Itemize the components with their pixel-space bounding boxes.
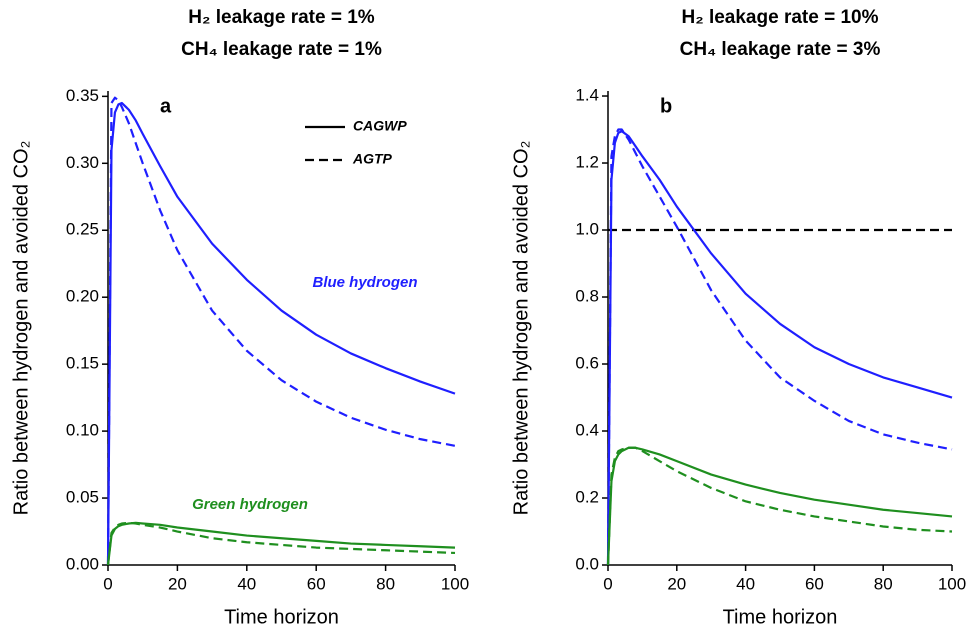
chart-subtitle: CH₄ leakage rate = 1% xyxy=(181,39,382,60)
annotation: Green hydrogen xyxy=(192,496,308,513)
x-axis-label: Time horizon xyxy=(723,606,838,628)
x-tick-label: 40 xyxy=(736,574,755,593)
x-tick-label: 20 xyxy=(667,574,686,593)
y-tick-label: 0.30 xyxy=(66,153,99,172)
chart-subtitle: CH₄ leakage rate = 3% xyxy=(680,39,881,60)
x-tick-label: 80 xyxy=(376,574,395,593)
y-tick-label: 0.6 xyxy=(575,353,599,372)
panel-label: a xyxy=(160,95,172,117)
y-tick-label: 0.25 xyxy=(66,220,99,239)
y-tick-label: 0.35 xyxy=(66,86,99,105)
data-line xyxy=(106,521,456,566)
data-line xyxy=(106,101,456,566)
data-line xyxy=(606,130,953,566)
y-tick-label: 0.2 xyxy=(575,487,599,506)
chart-title: H₂ leakage rate = 1% xyxy=(188,7,375,28)
x-tick-label: 40 xyxy=(237,574,256,593)
x-tick-label: 20 xyxy=(168,574,187,593)
panel-label: b xyxy=(660,95,672,117)
chart-title: H₂ leakage rate = 10% xyxy=(682,7,879,28)
x-tick-label: 60 xyxy=(805,574,824,593)
y-axis-label: Ratio between hydrogen and avoided CO₂ xyxy=(510,141,532,516)
y-tick-label: 0.10 xyxy=(66,421,99,440)
legend-label: CAGWP xyxy=(353,118,407,134)
x-tick-label: 0 xyxy=(103,574,112,593)
y-tick-label: 0.0 xyxy=(575,554,599,573)
annotation: Blue hydrogen xyxy=(312,274,417,291)
y-tick-label: 1.2 xyxy=(575,153,599,172)
y-tick-label: 0.00 xyxy=(66,554,99,573)
y-tick-label: 1.0 xyxy=(575,220,599,239)
data-line xyxy=(606,446,953,566)
y-tick-label: 0.15 xyxy=(66,354,99,373)
y-tick-label: 0.05 xyxy=(66,488,99,507)
data-line xyxy=(106,96,456,566)
y-tick-label: 0.20 xyxy=(66,287,99,306)
x-tick-label: 0 xyxy=(603,574,612,593)
x-tick-label: 100 xyxy=(441,574,469,593)
y-tick-label: 0.8 xyxy=(575,286,599,305)
y-axis-label: Ratio between hydrogen and avoided CO₂ xyxy=(10,141,32,516)
y-tick-label: 1.4 xyxy=(575,86,599,105)
data-line xyxy=(106,521,456,566)
data-line xyxy=(606,446,953,566)
x-tick-label: 100 xyxy=(938,574,966,593)
x-axis-label: Time horizon xyxy=(224,606,339,628)
x-tick-label: 80 xyxy=(874,574,893,593)
legend-label: AGTP xyxy=(352,151,393,167)
y-tick-label: 0.4 xyxy=(575,420,599,439)
x-tick-label: 60 xyxy=(307,574,326,593)
data-line xyxy=(606,128,953,566)
